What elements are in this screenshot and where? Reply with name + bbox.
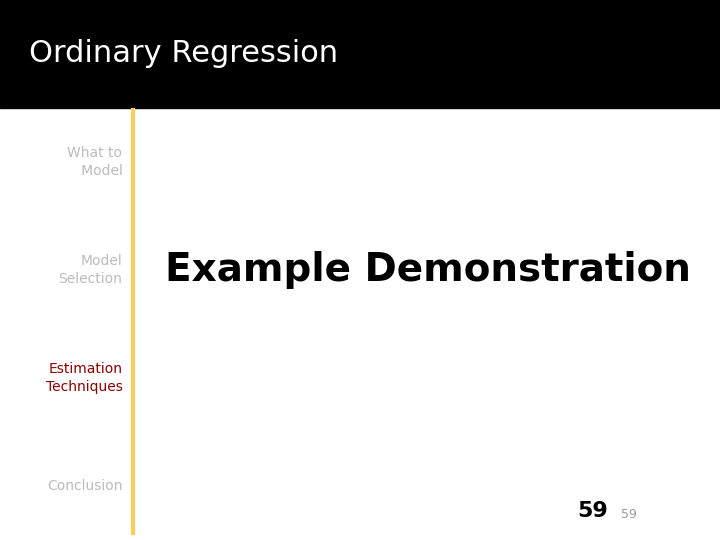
Text: Estimation
Techniques: Estimation Techniques	[45, 362, 122, 394]
Text: What to
   Model: What to Model	[68, 146, 122, 178]
Text: Ordinary Regression: Ordinary Regression	[29, 39, 338, 69]
Text: Model
Selection: Model Selection	[58, 254, 122, 286]
Text: 59: 59	[621, 508, 637, 521]
Bar	[0, 0, 720, 108]
Text: Conclusion: Conclusion	[47, 479, 122, 493]
Text: Example Demonstration: Example Demonstration	[166, 251, 691, 289]
Bar	[0, 108, 720, 540]
Text: 59: 59	[577, 501, 608, 521]
